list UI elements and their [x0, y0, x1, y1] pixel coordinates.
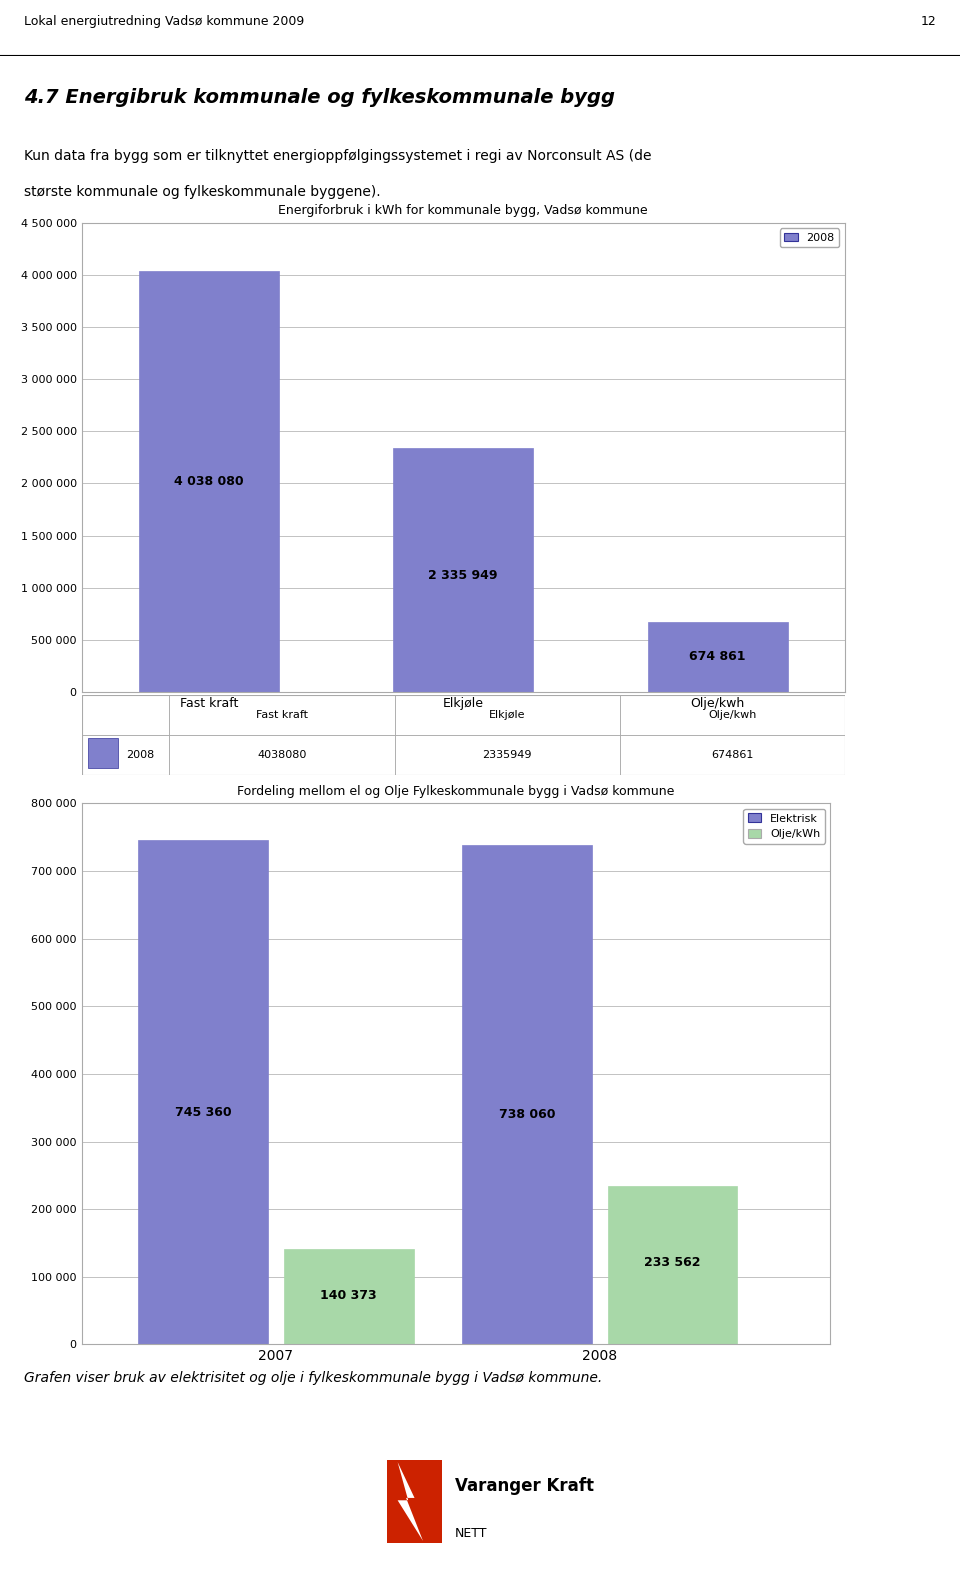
Text: NETT: NETT [455, 1527, 487, 1540]
Text: 738 060: 738 060 [498, 1109, 555, 1122]
Text: Fast kraft: Fast kraft [256, 710, 308, 721]
Text: Kun data fra bygg som er tilknyttet energioppfølgingssystemet i regi av Norconsu: Kun data fra bygg som er tilknyttet ener… [24, 150, 652, 164]
Bar [619, 695, 845, 735]
Title: Fordeling mellom el og Olje Fylkeskommunale bygg i Vadsø kommune: Fordeling mellom el og Olje Fylkeskommun… [237, 784, 675, 799]
Text: 2 335 949: 2 335 949 [428, 568, 498, 582]
Bar [387, 1461, 442, 1543]
Text: 674861: 674861 [711, 749, 754, 760]
Bar [169, 735, 395, 775]
Legend: Elektrisk, Olje/kWh: Elektrisk, Olje/kWh [743, 808, 825, 843]
Bar [139, 270, 278, 692]
Bar [619, 735, 845, 775]
Bar [82, 695, 169, 735]
Text: 2335949: 2335949 [482, 749, 532, 760]
Text: Varanger Kraft: Varanger Kraft [455, 1476, 593, 1496]
Polygon shape [397, 1462, 423, 1540]
Bar [648, 622, 787, 692]
Text: Lokal energiutredning Vadsø kommune 2009: Lokal energiutredning Vadsø kommune 2009 [24, 14, 304, 29]
Text: Olje/kwh: Olje/kwh [708, 710, 756, 721]
Bar [395, 735, 619, 775]
Text: 4038080: 4038080 [257, 749, 306, 760]
Text: 12: 12 [921, 14, 936, 29]
Bar [608, 1187, 737, 1344]
Bar [462, 845, 591, 1344]
Bar [87, 738, 118, 768]
Text: største kommunale og fylkeskommunale byggene).: største kommunale og fylkeskommunale byg… [24, 185, 380, 199]
Text: Elkjøle: Elkjøle [489, 710, 525, 721]
Bar [169, 695, 395, 735]
Text: 140 373: 140 373 [321, 1289, 377, 1301]
Text: 233 562: 233 562 [644, 1255, 701, 1268]
Bar [138, 840, 268, 1344]
Text: 2008: 2008 [126, 749, 155, 760]
Legend: 2008: 2008 [780, 228, 839, 247]
Text: 4.7 Energibruk kommunale og fylkeskommunale bygg: 4.7 Energibruk kommunale og fylkeskommun… [24, 88, 615, 107]
Text: 4 038 080: 4 038 080 [174, 476, 244, 488]
Bar [82, 735, 169, 775]
Bar [284, 1249, 414, 1344]
Text: Grafen viser bruk av elektrisitet og olje i fylkeskommunale bygg i Vadsø kommune: Grafen viser bruk av elektrisitet og olj… [24, 1371, 602, 1384]
Text: 674 861: 674 861 [689, 651, 746, 663]
Text: 745 360: 745 360 [175, 1106, 231, 1118]
Title: Energiforbruk i kWh for kommunale bygg, Vadsø kommune: Energiforbruk i kWh for kommunale bygg, … [278, 204, 648, 218]
Bar [394, 449, 533, 692]
Bar [395, 695, 619, 735]
